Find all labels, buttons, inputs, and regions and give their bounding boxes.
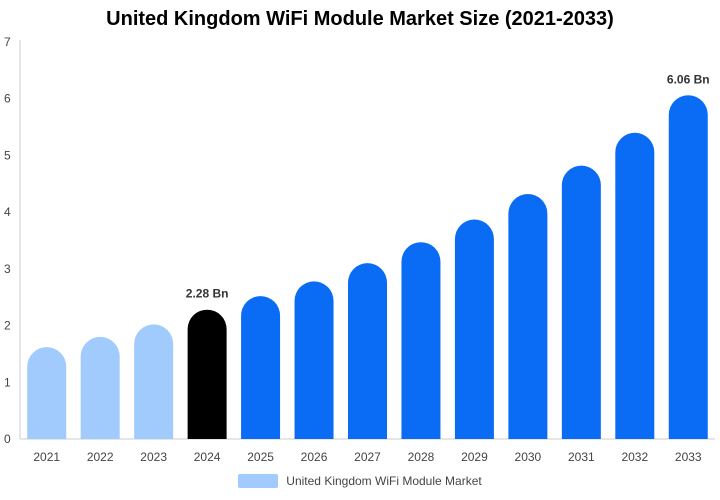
bar-2029 bbox=[454, 219, 494, 439]
bar-2030 bbox=[508, 193, 548, 439]
x-tick-label: 2024 bbox=[194, 450, 221, 464]
x-tick-label: 2032 bbox=[621, 450, 648, 464]
x-tick-label: 2026 bbox=[301, 450, 328, 464]
x-tick-label: 2030 bbox=[515, 450, 542, 464]
y-tick-label: 5 bbox=[4, 148, 11, 162]
y-tick-label: 7 bbox=[4, 35, 11, 49]
y-tick-label: 2 bbox=[4, 319, 11, 333]
bar-2026 bbox=[294, 281, 334, 439]
x-tick-label: 2025 bbox=[247, 450, 274, 464]
x-tick-label: 2021 bbox=[33, 450, 60, 464]
legend-swatch bbox=[238, 474, 279, 488]
bar-2025 bbox=[241, 296, 281, 439]
x-tick-label: 2022 bbox=[87, 450, 114, 464]
y-tick-label: 4 bbox=[4, 205, 11, 219]
bar-2027 bbox=[348, 263, 387, 439]
bar-2022 bbox=[80, 336, 120, 439]
x-tick-label: 2033 bbox=[675, 450, 702, 464]
bar-2024 bbox=[187, 309, 227, 439]
data-label: 6.06 Bn bbox=[667, 72, 710, 86]
bar-2028 bbox=[401, 242, 441, 439]
legend-label: United Kingdom WiFi Module Market bbox=[286, 474, 482, 488]
bar-2031 bbox=[561, 165, 601, 440]
y-tick-label: 3 bbox=[4, 262, 11, 276]
y-tick-label: 0 bbox=[4, 432, 11, 446]
x-tick-label: 2028 bbox=[408, 450, 435, 464]
x-tick-label: 2027 bbox=[354, 450, 381, 464]
bar-2032 bbox=[615, 132, 655, 439]
x-tick-label: 2031 bbox=[568, 450, 595, 464]
data-label: 2.28 Bn bbox=[186, 287, 229, 301]
legend: United Kingdom WiFi Module Market bbox=[0, 474, 720, 488]
y-tick-label: 6 bbox=[4, 92, 11, 106]
x-tick-label: 2029 bbox=[461, 450, 488, 464]
chart-title: United Kingdom WiFi Module Market Size (… bbox=[106, 8, 614, 30]
y-tick-label: 1 bbox=[4, 375, 11, 389]
x-tick-label: 2023 bbox=[140, 450, 167, 464]
bar-2021 bbox=[27, 347, 67, 439]
bar-2023 bbox=[134, 324, 174, 439]
bar-2033 bbox=[668, 95, 708, 439]
